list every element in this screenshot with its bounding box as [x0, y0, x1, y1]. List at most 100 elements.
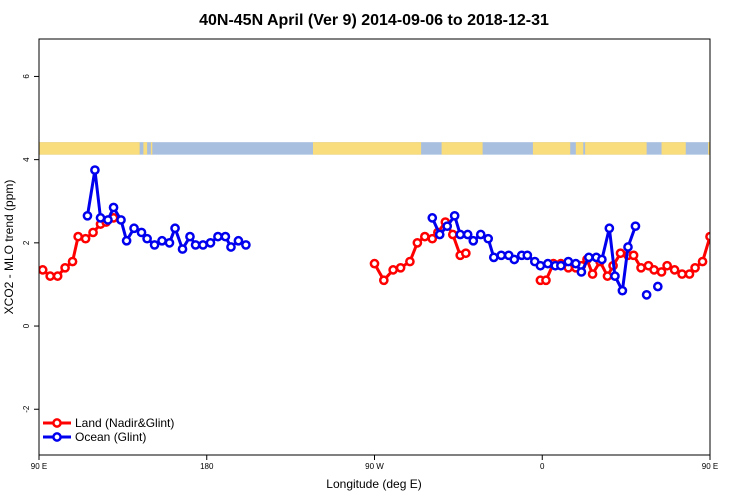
- data-point: [522, 250, 533, 261]
- data-point: [690, 262, 700, 273]
- x-axis-label: Longitude (deg E): [326, 477, 421, 491]
- data-point: [190, 240, 201, 250]
- data-point: [483, 233, 494, 244]
- data-point: [447, 229, 458, 240]
- data-point: [576, 267, 587, 277]
- data-point: [597, 254, 607, 265]
- data-point: [52, 271, 63, 281]
- x-tick-label: 90 E: [702, 462, 718, 471]
- legend: Land (Nadir&Glint)Ocean (Glint): [43, 416, 174, 444]
- data-point: [116, 215, 126, 225]
- data-point: [67, 256, 78, 267]
- data-point: [542, 258, 553, 269]
- land-strip-segment: [143, 142, 148, 155]
- data-point: [434, 229, 445, 240]
- data-point: [462, 229, 473, 240]
- y-tick-label: 6: [22, 74, 31, 79]
- data-point: [103, 215, 113, 225]
- data-point: [652, 281, 663, 292]
- legend-marker: [52, 418, 62, 428]
- data-point: [60, 262, 70, 273]
- legend-marker: [52, 432, 62, 442]
- data-point: [157, 235, 167, 246]
- land-strip-segment: [532, 142, 571, 155]
- series-land: [39, 213, 749, 286]
- data-point: [740, 204, 747, 211]
- data-point: [73, 231, 83, 242]
- data-point: [705, 231, 710, 242]
- data-point: [662, 260, 672, 271]
- data-point: [617, 285, 628, 296]
- data-point: [714, 235, 721, 242]
- land-strip-segment: [585, 142, 647, 155]
- data-point: [721, 166, 728, 173]
- data-point: [419, 231, 430, 242]
- y-tick-label: 4: [22, 157, 31, 162]
- data-point: [734, 216, 741, 223]
- data-point: [185, 231, 195, 242]
- data-point: [556, 260, 566, 271]
- data-point: [602, 271, 613, 281]
- data-point: [241, 240, 251, 250]
- land-strip-segment: [150, 142, 153, 155]
- x-tick-label: 0: [540, 462, 545, 471]
- land-strip-segment: [661, 142, 686, 155]
- data-point: [475, 229, 486, 240]
- y-axis-label: XCO2 - MLO trend (ppm): [2, 180, 16, 315]
- data-point: [405, 256, 415, 267]
- data-point: [697, 256, 708, 267]
- data-point: [677, 269, 687, 279]
- x-tick-label: 90 W: [365, 462, 384, 471]
- data-point: [636, 262, 646, 273]
- data-point: [742, 214, 749, 221]
- data-point: [587, 269, 598, 279]
- data-point: [570, 258, 581, 269]
- data-point: [45, 271, 56, 281]
- land-strip-segment: [312, 142, 422, 155]
- data-point: [388, 265, 398, 275]
- data-point: [449, 210, 460, 221]
- data-point: [615, 248, 626, 259]
- x-tick-label: 90 E: [31, 462, 47, 471]
- data-point: [170, 223, 180, 234]
- data-point: [610, 271, 620, 281]
- data-point: [623, 242, 633, 252]
- data-point: [656, 267, 667, 277]
- data-point: [136, 227, 147, 238]
- data-point: [149, 240, 160, 250]
- x-axis: 90 E 180 90 W 0 90 E: [31, 455, 718, 471]
- land-strip-segment: [575, 142, 584, 155]
- data-point: [213, 231, 223, 242]
- data-point: [39, 265, 48, 275]
- data-point: [563, 256, 574, 267]
- data-point: [604, 223, 615, 234]
- data-point: [734, 218, 741, 225]
- data-point: [369, 258, 380, 269]
- data-point: [427, 233, 438, 244]
- data-point: [488, 252, 499, 263]
- data-point: [88, 227, 98, 238]
- land-strip-segment: [708, 142, 710, 155]
- y-tick-label: 0: [22, 323, 31, 328]
- data-point: [233, 235, 244, 246]
- data-point: [509, 254, 520, 265]
- data-point: [412, 237, 423, 248]
- series-layer: [39, 165, 750, 300]
- data-point: [395, 262, 406, 273]
- chart-title: 40N-45N April (Ver 9) 2014-09-06 to 2018…: [199, 12, 549, 29]
- data-point: [164, 237, 175, 248]
- series-line: [717, 170, 750, 245]
- data-point: [82, 210, 93, 221]
- y-tick-label: -2: [22, 405, 31, 413]
- data-point: [535, 260, 546, 271]
- data-point: [468, 235, 479, 246]
- data-point: [649, 265, 659, 275]
- data-point: [714, 212, 721, 219]
- legend-label: Land (Nadir&Glint): [75, 416, 174, 430]
- data-point: [90, 165, 100, 175]
- data-point: [226, 242, 236, 252]
- data-point: [129, 223, 139, 234]
- data-point: [641, 289, 652, 300]
- strip-layer: [39, 142, 710, 155]
